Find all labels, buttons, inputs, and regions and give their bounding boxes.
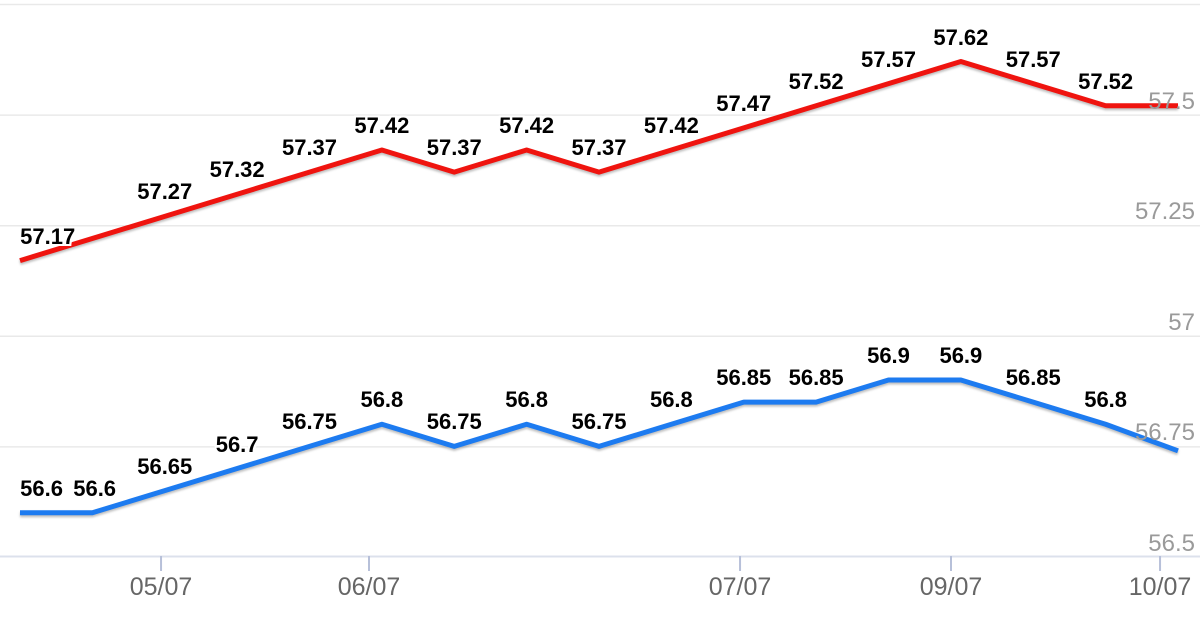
upper-series-red-line[interactable] — [19, 59, 1178, 263]
lower-series-blue-line[interactable] — [20, 377, 1179, 516]
